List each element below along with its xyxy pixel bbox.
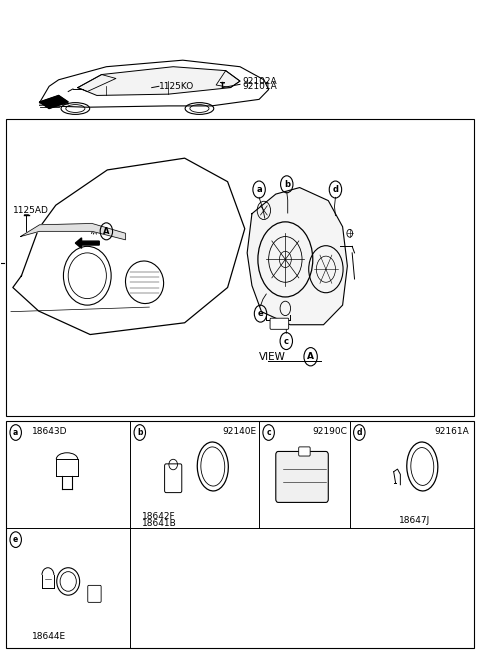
Text: e: e xyxy=(258,309,264,318)
FancyBboxPatch shape xyxy=(165,464,182,493)
Text: 18641B: 18641B xyxy=(142,520,177,529)
Text: c: c xyxy=(266,428,271,437)
Text: VIEW: VIEW xyxy=(258,352,285,361)
Text: a: a xyxy=(256,185,262,194)
Text: e: e xyxy=(13,535,18,544)
FancyBboxPatch shape xyxy=(6,119,474,416)
Polygon shape xyxy=(75,238,99,249)
FancyBboxPatch shape xyxy=(299,447,310,456)
Text: 18644E: 18644E xyxy=(33,632,67,641)
Text: 1125AD: 1125AD xyxy=(13,206,49,215)
Text: a: a xyxy=(13,428,18,437)
FancyBboxPatch shape xyxy=(270,318,288,329)
Text: d: d xyxy=(333,185,338,194)
Text: b: b xyxy=(137,428,143,437)
Text: 18647J: 18647J xyxy=(398,516,430,525)
Text: d: d xyxy=(357,428,362,437)
Polygon shape xyxy=(247,188,348,325)
Text: 92190C: 92190C xyxy=(312,426,348,436)
Text: A: A xyxy=(307,352,314,361)
Text: 92102A: 92102A xyxy=(242,77,277,85)
Text: c: c xyxy=(284,337,289,346)
Text: b: b xyxy=(284,180,290,189)
Text: 1125KO: 1125KO xyxy=(159,82,194,91)
Text: 92161A: 92161A xyxy=(434,426,469,436)
Polygon shape xyxy=(39,96,68,108)
Polygon shape xyxy=(21,224,125,240)
FancyBboxPatch shape xyxy=(276,451,328,502)
Text: 18642F: 18642F xyxy=(142,512,176,521)
Polygon shape xyxy=(13,158,245,335)
Text: 18643D: 18643D xyxy=(33,426,68,436)
Text: 92101A: 92101A xyxy=(242,83,277,91)
Polygon shape xyxy=(78,67,240,96)
FancyBboxPatch shape xyxy=(88,585,101,602)
Text: A: A xyxy=(103,227,109,236)
Text: 92140E: 92140E xyxy=(223,426,257,436)
FancyBboxPatch shape xyxy=(6,420,474,648)
